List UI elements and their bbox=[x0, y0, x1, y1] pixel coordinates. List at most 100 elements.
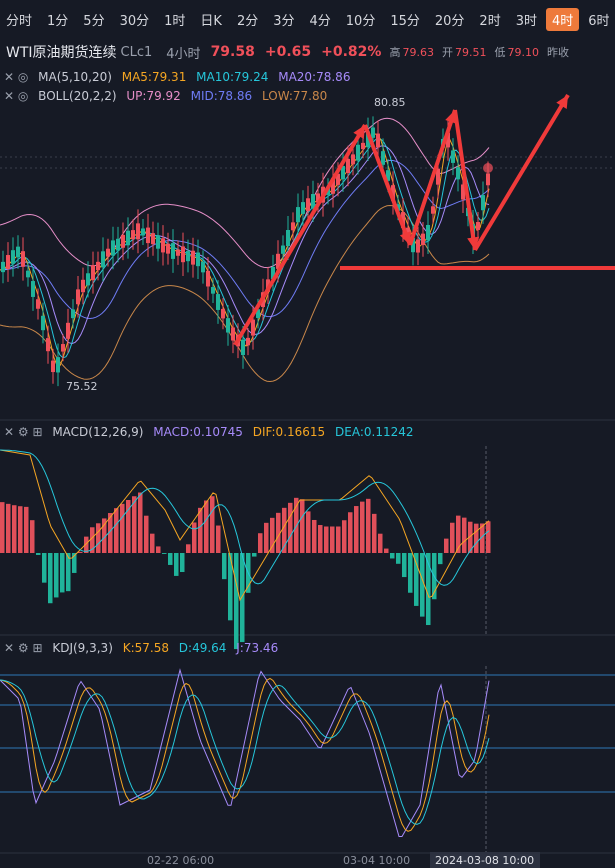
candle-body bbox=[226, 318, 230, 333]
candle-body bbox=[146, 227, 150, 244]
interval[interactable]: 4小时 bbox=[166, 46, 201, 62]
indicator-icons[interactable]: ✕ ◎ bbox=[4, 70, 29, 84]
timeframe-tab[interactable]: 10分 bbox=[345, 13, 376, 29]
candle-body bbox=[281, 245, 285, 254]
candle-body bbox=[486, 173, 490, 186]
candle-body bbox=[256, 309, 260, 318]
candle-body bbox=[66, 322, 70, 339]
candle-body bbox=[331, 178, 335, 194]
macd-bar bbox=[216, 525, 221, 553]
candle-body bbox=[6, 255, 10, 269]
candle-body bbox=[276, 253, 280, 269]
macd-bar bbox=[162, 553, 167, 554]
candle-body bbox=[371, 127, 375, 138]
candle-body bbox=[86, 273, 90, 286]
d-line bbox=[0, 679, 490, 825]
prev-close-label: 昨收 bbox=[546, 46, 569, 59]
timeframe-tab[interactable]: 20分 bbox=[434, 13, 465, 29]
candle-body bbox=[101, 251, 105, 268]
candle-body bbox=[401, 212, 405, 228]
indicator-icons[interactable]: ✕ ⚙ ⊞ bbox=[4, 425, 43, 439]
timeframe-tab[interactable]: 分时 bbox=[6, 13, 33, 29]
candle-body bbox=[11, 250, 15, 264]
annotation-arrow bbox=[408, 109, 457, 246]
candle-body bbox=[386, 170, 390, 181]
x-axis-label: 03-04 10:00 bbox=[343, 854, 410, 867]
boll-mid bbox=[0, 159, 490, 320]
macd-bar bbox=[462, 517, 467, 553]
macd-bar bbox=[138, 492, 143, 553]
candle-body bbox=[426, 224, 430, 241]
macd-bar bbox=[180, 553, 185, 573]
macd-bar bbox=[486, 521, 491, 553]
timeframe-tab[interactable]: 3分 bbox=[273, 13, 295, 29]
indicator-value: LOW:77.80 bbox=[261, 89, 328, 103]
symbol[interactable]: CLc1 bbox=[120, 44, 153, 60]
timeframe-tab[interactable]: 3时 bbox=[515, 13, 537, 29]
candle-body bbox=[166, 243, 170, 254]
timeframe-tab[interactable]: 15分 bbox=[390, 13, 420, 29]
macd-bar bbox=[198, 507, 203, 553]
macd-bar bbox=[174, 553, 179, 576]
candle-body bbox=[121, 234, 125, 248]
timeframe-tab[interactable]: 30分 bbox=[119, 13, 150, 29]
candle-body bbox=[96, 261, 100, 271]
instrument-name[interactable]: WTI原油期货连续 bbox=[6, 45, 117, 61]
macd-bar bbox=[420, 553, 425, 617]
candle-body bbox=[176, 249, 180, 256]
macd-bar bbox=[366, 498, 371, 553]
indicator-icons[interactable]: ✕ ⚙ ⊞ bbox=[4, 641, 43, 655]
macd-bar bbox=[276, 512, 281, 553]
timeframe-tab[interactable]: 2分 bbox=[236, 13, 259, 29]
candle-body bbox=[161, 238, 165, 253]
timeframe-tab[interactable]: 1时 bbox=[164, 13, 186, 29]
candle-body bbox=[361, 142, 365, 150]
candle-body bbox=[296, 207, 300, 223]
macd-bar bbox=[24, 506, 29, 553]
candle-body bbox=[271, 266, 275, 280]
candle-body bbox=[116, 238, 120, 251]
macd-bar bbox=[18, 506, 23, 553]
macd-bar bbox=[288, 502, 293, 553]
candle-body bbox=[76, 289, 80, 305]
timeframe-tab[interactable]: 日K bbox=[200, 13, 222, 29]
open: 79.51 bbox=[454, 45, 487, 59]
macd-bar bbox=[336, 526, 341, 553]
indicator-name[interactable]: BOLL(20,2,2) bbox=[38, 89, 117, 103]
macd-bar bbox=[408, 553, 413, 593]
indicator-value: MID:78.86 bbox=[190, 89, 253, 103]
candle-body bbox=[391, 185, 395, 201]
timeframe-tab[interactable]: 5分 bbox=[83, 13, 105, 29]
macd-bar bbox=[90, 527, 95, 553]
candle-body bbox=[31, 281, 35, 297]
macd-bar bbox=[48, 553, 53, 604]
timeframe-tab[interactable]: 2时 bbox=[479, 13, 501, 29]
macd-bar bbox=[60, 553, 65, 593]
candle-body bbox=[41, 315, 45, 331]
macd-bar bbox=[282, 507, 287, 553]
candle-body bbox=[381, 151, 385, 165]
indicator-name[interactable]: MACD(12,26,9) bbox=[52, 425, 144, 439]
annotation-arrow bbox=[473, 93, 570, 252]
timeframe-tab[interactable]: 6时 bbox=[588, 13, 610, 29]
indicator-name[interactable]: KDJ(9,3,3) bbox=[52, 641, 113, 655]
indicator-icons[interactable]: ✕ ◎ bbox=[4, 89, 29, 103]
timeframe-tab[interactable]: 1分 bbox=[47, 13, 69, 29]
candle-body bbox=[111, 240, 115, 256]
candle-body bbox=[16, 246, 20, 258]
indicator-value: J:73.46 bbox=[236, 641, 279, 655]
macd-bar bbox=[240, 553, 245, 643]
macd-bar bbox=[330, 526, 335, 553]
candle-body bbox=[51, 360, 55, 373]
macd-bar bbox=[42, 553, 47, 583]
x-axis-highlight bbox=[430, 852, 540, 868]
annotation-arrow bbox=[453, 109, 477, 251]
last-point bbox=[483, 163, 493, 173]
macd-bar bbox=[252, 553, 257, 557]
indicator-value: DIF:0.16615 bbox=[252, 425, 326, 439]
macd-bar bbox=[324, 526, 329, 553]
macd-bar bbox=[444, 538, 449, 553]
timeframe-tab[interactable]: 4时 bbox=[545, 7, 580, 31]
indicator-name[interactable]: MA(5,10,20) bbox=[38, 70, 112, 84]
timeframe-tab[interactable]: 4分 bbox=[309, 13, 331, 29]
